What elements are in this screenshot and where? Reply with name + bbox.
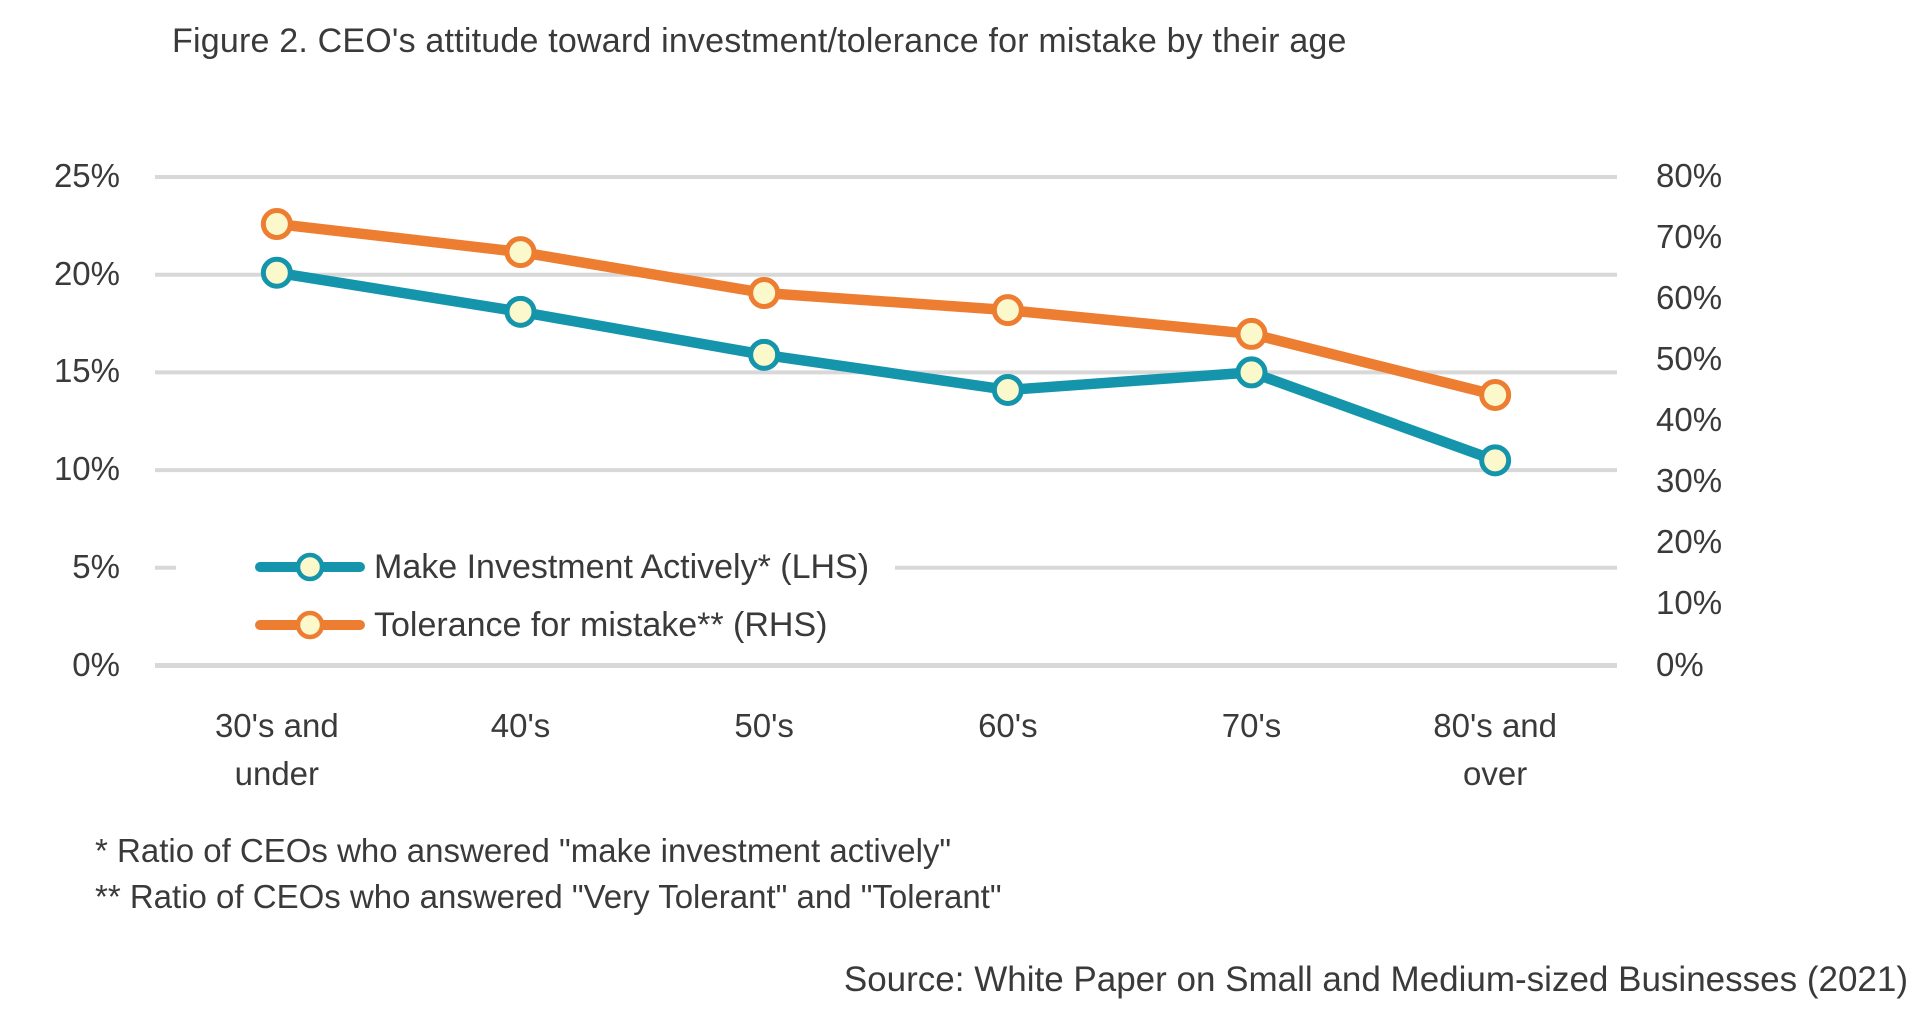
data-point-marker [748, 277, 781, 310]
category-label-2: 40's [490, 707, 551, 744]
left-axis-tick: 5% [72, 547, 120, 585]
legend-item-tolerance: Tolerance for mistake** (RHS) [254, 596, 869, 654]
left-axis-tick: 10% [53, 450, 120, 488]
data-point-marker [504, 295, 537, 328]
footnote-1: * Ratio of CEOs who answered "make inves… [95, 832, 952, 869]
category-label-3: 50's [734, 707, 794, 744]
footnote-2: ** Ratio of CEOs who answered "Very Tole… [95, 878, 1002, 915]
data-point-marker [260, 256, 293, 289]
series-line-0 [271, 267, 1501, 466]
data-point-marker [748, 338, 781, 371]
right-axis-tick: 30% [1656, 462, 1723, 500]
series-line-1 [271, 218, 1501, 401]
data-point-marker [1235, 356, 1268, 389]
right-axis-tick: 60% [1656, 279, 1723, 317]
legend-marker-orange-icon [255, 610, 365, 640]
legend-label-tolerance: Tolerance for mistake** (RHS) [374, 605, 828, 644]
right-axis-tick: 80% [1656, 157, 1723, 194]
source-credit: Source: White Paper on Small and Medium-… [843, 960, 1908, 999]
footnotes: * Ratio of CEOs who answered "make inves… [95, 828, 1002, 920]
data-point-marker [504, 236, 537, 269]
category-label-6: 80's and over [1433, 707, 1558, 792]
right-axis-tick: 70% [1656, 218, 1723, 256]
category-label-1: 30's and under [214, 707, 339, 792]
category-label-4: 60's [978, 707, 1038, 744]
data-point-marker [1479, 378, 1512, 411]
data-point-marker [1235, 317, 1268, 350]
left-axis-tick: 0% [72, 645, 120, 683]
chart-title: Figure 2. CEO's attitude toward investme… [172, 22, 1347, 60]
legend-label-make-investment: Make Investment Actively* (LHS) [374, 547, 870, 586]
right-axis-tick: 0% [1656, 645, 1704, 683]
data-point-marker [260, 208, 293, 241]
data-point-marker [991, 294, 1024, 327]
legend-item-make-investment: Make Investment Actively* (LHS) [254, 538, 869, 596]
right-axis-tick: 10% [1656, 584, 1723, 622]
left-axis-tick: 15% [53, 352, 120, 390]
left-axis-tick: 25% [53, 157, 120, 194]
category-label-5: 70's [1221, 707, 1282, 744]
chart-legend: Make Investment Actively* (LHS) Toleranc… [176, 534, 896, 660]
left-axis-tick: 20% [53, 254, 120, 292]
right-axis-tick: 40% [1656, 401, 1723, 439]
data-point-marker [1479, 444, 1512, 477]
right-axis-tick: 50% [1656, 340, 1723, 378]
right-axis-tick: 20% [1656, 523, 1723, 561]
legend-marker-teal-icon [255, 552, 365, 582]
data-point-marker [991, 373, 1024, 406]
